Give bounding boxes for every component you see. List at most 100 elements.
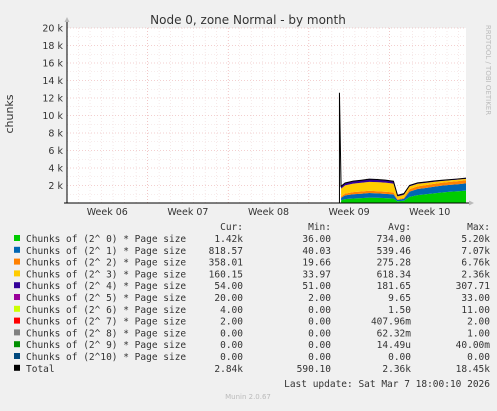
legend: Cur: Min: Avg: Max: Chunks of (2^ 0) * Page … xyxy=(14,222,490,375)
legend-value-cur: 2.84k xyxy=(214,364,243,375)
legend-value-cur: 20.00 xyxy=(214,293,243,304)
y-tick-label: 8 k xyxy=(48,129,63,140)
legend-value-min: 19.66 xyxy=(302,258,331,269)
legend-value-min: 0.00 xyxy=(308,305,331,316)
legend-series-name: Chunks of (2^ 7) * Page size xyxy=(26,317,186,328)
legend-value-avg: 734.00 xyxy=(377,234,412,245)
legend-value-cur: 0.00 xyxy=(220,340,243,351)
legend-value-max: 5.20k xyxy=(461,234,490,245)
y-tick-label: 12 k xyxy=(42,94,63,105)
legend-header-cur: Cur: xyxy=(220,222,243,233)
y-axis-label: chunks xyxy=(3,94,16,133)
legend-value-avg: 618.34 xyxy=(377,269,412,280)
legend-value-max: 1.00 xyxy=(467,328,490,339)
legend-value-min: 40.03 xyxy=(302,246,331,257)
x-tick-label: Week 07 xyxy=(167,207,208,218)
legend-value-max: 307.71 xyxy=(456,281,491,292)
y-tick-labels: 2 k 4 k 6 k 8 k 10 k 12 k 14 k 16 k 18 k 20 k xyxy=(42,24,63,193)
munin-footer: Munin 2.0.67 xyxy=(225,393,271,401)
legend-value-max: 33.00 xyxy=(461,293,490,304)
legend-value-avg: 0.00 xyxy=(388,352,411,363)
legend-value-max: 0.00 xyxy=(467,352,490,363)
legend-value-cur: 2.00 xyxy=(220,317,243,328)
legend-value-min: 2.00 xyxy=(308,293,331,304)
x-tick-label: Week 10 xyxy=(409,207,450,218)
y-tick-label: 6 k xyxy=(48,146,63,157)
rrdtool-watermark: RRDTOOL / TOBI OETIKER xyxy=(484,25,492,115)
legend-value-min: 0.00 xyxy=(308,317,331,328)
legend-value-max: 11.00 xyxy=(461,305,490,316)
legend-value-max: 2.36k xyxy=(461,269,490,280)
legend-value-min: 0.00 xyxy=(308,352,331,363)
legend-series-name: Chunks of (2^ 6) * Page size xyxy=(26,305,186,316)
legend-value-min: 0.00 xyxy=(308,340,331,351)
legend-value-max: 2.00 xyxy=(467,317,490,328)
y-axis-arrow xyxy=(64,17,70,22)
legend-series-name: Chunks of (2^ 4) * Page size xyxy=(26,281,186,292)
legend-value-avg: 1.50 xyxy=(388,305,411,316)
legend-value-avg: 275.28 xyxy=(377,258,412,269)
legend-swatch xyxy=(14,246,20,253)
legend-series-name: Chunks of (2^ 0) * Page size xyxy=(26,234,186,245)
legend-series-name: Chunks of (2^ 8) * Page size xyxy=(26,328,186,339)
legend-value-cur: 818.57 xyxy=(209,246,243,257)
legend-value-min: 590.10 xyxy=(297,364,332,375)
last-update: Last update: Sat Mar 7 18:00:10 2026 xyxy=(284,379,490,390)
x-tick-labels: Week 06 Week 07 Week 08 Week 09 Week 10 xyxy=(87,207,451,218)
legend-value-cur: 54.00 xyxy=(214,281,243,292)
legend-swatch xyxy=(14,270,20,277)
x-tick-label: Week 09 xyxy=(329,207,370,218)
area-series-3 xyxy=(341,178,466,200)
legend-swatch xyxy=(14,258,20,265)
legend-value-cur: 0.00 xyxy=(220,352,243,363)
legend-swatch xyxy=(14,341,20,348)
legend-swatch xyxy=(14,329,20,336)
legend-value-avg: 2.36k xyxy=(382,364,411,375)
legend-series-name: Chunks of (2^ 3) * Page size xyxy=(26,269,186,280)
legend-series-name: Chunks of (2^ 5) * Page size xyxy=(26,293,186,304)
y-tick-label: 4 k xyxy=(48,164,63,175)
legend-value-min: 36.00 xyxy=(302,234,331,245)
y-tick-label: 14 k xyxy=(42,76,63,87)
stacked-areas xyxy=(338,92,467,203)
legend-value-avg: 14.49u xyxy=(377,340,411,351)
legend-value-avg: 539.46 xyxy=(377,246,412,257)
y-tick-label: 16 k xyxy=(42,59,63,70)
area-series-2 xyxy=(341,180,466,200)
y-tick-label: 20 k xyxy=(42,24,63,35)
y-tick-label: 18 k xyxy=(42,41,63,52)
legend-series-name: Chunks of (2^ 9) * Page size xyxy=(26,340,186,351)
legend-series-name: Chunks of (2^ 1) * Page size xyxy=(26,246,186,257)
legend-swatch xyxy=(14,364,20,371)
legend-series-name: Chunks of (2^ 2) * Page size xyxy=(26,258,186,269)
grid xyxy=(67,27,466,203)
legend-swatch xyxy=(14,282,20,289)
legend-value-cur: 160.15 xyxy=(209,269,243,280)
area-series-1 xyxy=(341,183,466,202)
legend-swatch xyxy=(14,305,20,312)
legend-series-name: Total xyxy=(26,364,55,375)
legend-value-cur: 1.42k xyxy=(214,234,243,245)
legend-header-max: Max: xyxy=(467,222,490,233)
x-tick-label: Week 08 xyxy=(248,207,289,218)
area-series-0 xyxy=(341,190,466,203)
legend-value-max: 7.07k xyxy=(461,246,490,257)
y-tick-label: 10 k xyxy=(42,111,63,122)
legend-value-cur: 0.00 xyxy=(220,328,243,339)
legend-value-cur: 358.01 xyxy=(209,258,244,269)
legend-series-name: Chunks of (2^10) * Page size xyxy=(26,352,186,363)
chart-title: Node 0, zone Normal - by month xyxy=(150,13,346,27)
legend-value-min: 0.00 xyxy=(308,328,331,339)
legend-value-cur: 4.00 xyxy=(220,305,243,316)
legend-swatch xyxy=(14,353,20,359)
legend-header-min: Min: xyxy=(308,222,331,233)
x-axis-arrow xyxy=(469,200,474,206)
legend-swatch xyxy=(14,294,20,300)
legend-swatch xyxy=(14,235,20,241)
legend-value-avg: 9.65 xyxy=(388,293,411,304)
legend-value-max: 40.00m xyxy=(456,340,491,351)
x-tick-label: Week 06 xyxy=(87,207,128,218)
legend-value-max: 6.76k xyxy=(461,258,490,269)
